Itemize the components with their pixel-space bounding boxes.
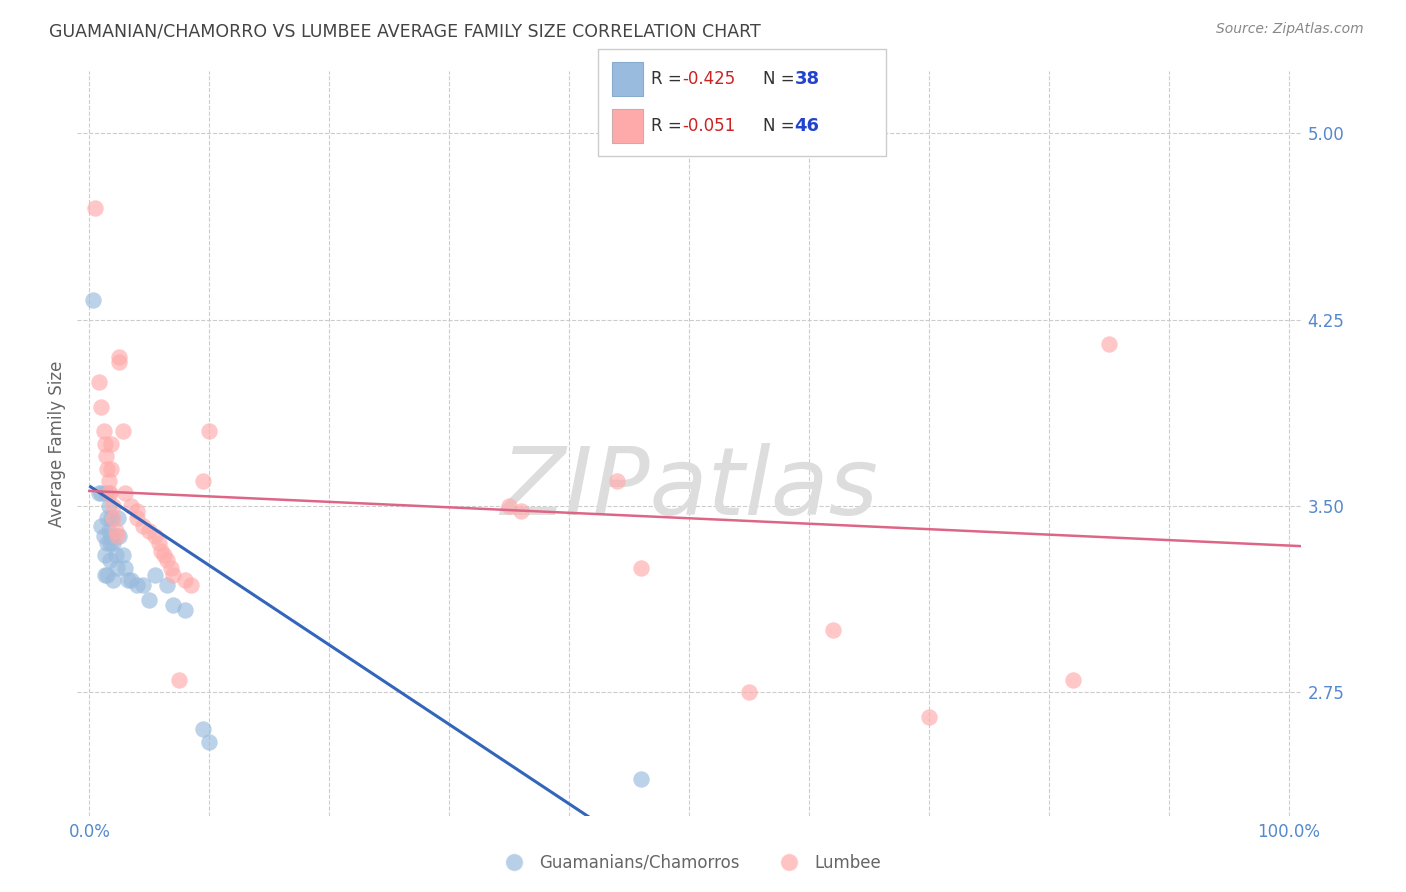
Point xyxy=(103,574,125,588)
Point xyxy=(103,536,125,550)
Point xyxy=(100,528,122,542)
Point xyxy=(120,499,142,513)
Point xyxy=(100,461,122,475)
Point xyxy=(108,528,131,542)
Text: N =: N = xyxy=(763,117,800,135)
Point xyxy=(96,568,118,582)
Text: 46: 46 xyxy=(794,117,820,135)
Point xyxy=(152,549,174,563)
Point xyxy=(94,449,117,463)
Point xyxy=(160,561,183,575)
Text: 38: 38 xyxy=(794,70,820,88)
Point xyxy=(103,511,125,525)
Point xyxy=(84,201,107,215)
Point xyxy=(180,578,202,592)
Point xyxy=(98,553,121,567)
Y-axis label: Average Family Size: Average Family Size xyxy=(48,360,66,527)
Point xyxy=(105,561,128,575)
Point xyxy=(918,710,941,724)
Point xyxy=(111,549,134,563)
Text: R =: R = xyxy=(651,70,688,88)
Point xyxy=(94,568,117,582)
Point xyxy=(162,598,184,612)
Point xyxy=(127,511,149,525)
Point xyxy=(198,425,221,439)
Text: GUAMANIAN/CHAMORRO VS LUMBEE AVERAGE FAMILY SIZE CORRELATION CHART: GUAMANIAN/CHAMORRO VS LUMBEE AVERAGE FAM… xyxy=(49,22,761,40)
Point xyxy=(198,735,221,749)
Legend: Guamanians/Chamorros, Lumbee: Guamanians/Chamorros, Lumbee xyxy=(491,847,887,879)
Point xyxy=(498,499,520,513)
Point xyxy=(103,499,125,513)
Point xyxy=(93,528,115,542)
Text: R =: R = xyxy=(651,117,688,135)
Point xyxy=(90,400,112,414)
Point xyxy=(169,673,191,687)
Point xyxy=(120,574,142,588)
Point xyxy=(174,574,197,588)
Point xyxy=(132,578,155,592)
Point xyxy=(143,528,166,542)
Point xyxy=(87,375,110,389)
Point xyxy=(193,474,215,488)
Point xyxy=(665,847,688,861)
Point xyxy=(94,486,117,500)
Point xyxy=(94,549,117,563)
Point xyxy=(97,474,120,488)
Point xyxy=(606,474,628,488)
Point xyxy=(114,486,136,500)
Point xyxy=(82,293,104,307)
Point xyxy=(90,518,112,533)
Point xyxy=(156,578,179,592)
Point xyxy=(127,504,149,518)
Point xyxy=(138,524,160,538)
Text: ZIPatlas: ZIPatlas xyxy=(501,443,877,534)
Point xyxy=(93,425,115,439)
Point xyxy=(108,350,131,364)
Point xyxy=(96,461,118,475)
Point xyxy=(143,568,166,582)
Point xyxy=(97,499,120,513)
Point xyxy=(127,578,149,592)
Point xyxy=(105,528,128,542)
Point xyxy=(98,486,121,500)
Point xyxy=(630,772,652,786)
Point xyxy=(90,486,112,500)
Point xyxy=(148,536,170,550)
Point xyxy=(132,518,155,533)
Point xyxy=(97,524,120,538)
Point xyxy=(96,536,118,550)
Point xyxy=(193,723,215,737)
Point xyxy=(104,549,127,563)
Point xyxy=(630,561,652,575)
Point xyxy=(98,536,121,550)
Point xyxy=(94,437,117,451)
Point xyxy=(738,685,761,699)
Point xyxy=(1062,673,1084,687)
Point xyxy=(114,561,136,575)
Text: Source: ZipAtlas.com: Source: ZipAtlas.com xyxy=(1216,22,1364,37)
Point xyxy=(821,623,844,637)
Point xyxy=(100,437,122,451)
Point xyxy=(87,486,110,500)
Point xyxy=(138,593,160,607)
Point xyxy=(510,504,533,518)
Point xyxy=(150,543,173,558)
Point xyxy=(108,355,131,369)
Text: -0.425: -0.425 xyxy=(682,70,735,88)
Point xyxy=(156,553,179,567)
Point xyxy=(104,524,127,538)
Text: N =: N = xyxy=(763,70,800,88)
Point xyxy=(162,568,184,582)
Point xyxy=(111,425,134,439)
Point xyxy=(97,486,120,500)
Point xyxy=(1098,337,1121,351)
Point xyxy=(107,511,129,525)
Point xyxy=(96,511,118,525)
Point xyxy=(174,603,197,617)
Point xyxy=(117,574,139,588)
Point xyxy=(100,511,122,525)
Text: -0.051: -0.051 xyxy=(682,117,735,135)
